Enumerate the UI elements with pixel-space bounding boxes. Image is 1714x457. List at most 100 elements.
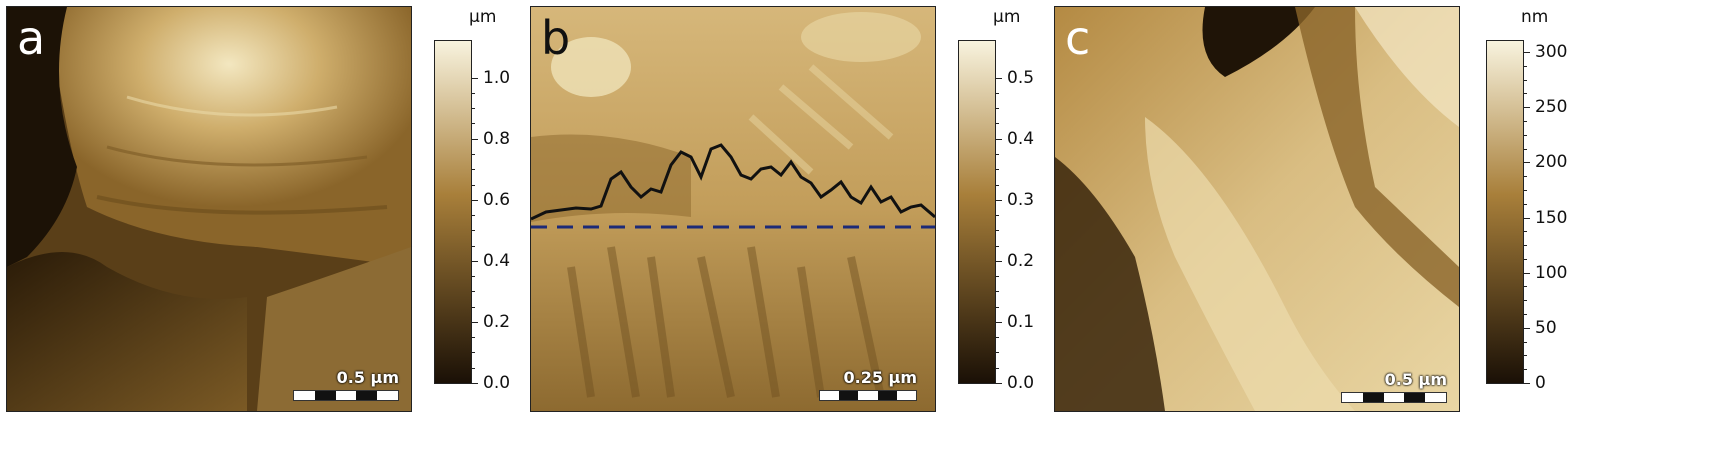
scale-bar-segments-c xyxy=(1341,392,1447,403)
scale-bar-label-c: 0.5 µm xyxy=(1384,370,1447,389)
colorbar-minor-tick-c xyxy=(1523,300,1527,302)
colorbar-tick-label-c: 150 xyxy=(1535,207,1568,228)
colorbar-minor-tick-c xyxy=(1523,314,1527,316)
colorbar-c: nm 0 50 100 150 200 250 300 xyxy=(1486,7,1567,393)
panel-letter-a: a xyxy=(17,11,46,65)
colorbar-unit-c: nm xyxy=(1521,7,1549,27)
colorbar-tick-label-c: 100 xyxy=(1535,262,1568,283)
colorbar-tick-label-a: 1.0 xyxy=(483,67,511,88)
colorbar-minor-tick-a xyxy=(471,92,475,94)
colorbar-minor-tick-a xyxy=(471,276,475,278)
colorbar-minor-tick-c xyxy=(1523,148,1527,150)
colorbar-tick-a xyxy=(471,260,478,262)
colorbar-tick-label-a: 0.8 xyxy=(483,128,511,149)
scale-bar-label-a: 0.5 µm xyxy=(336,368,399,387)
colorbar-tick-label-a: 0.0 xyxy=(483,373,511,393)
colorbar-tick-a xyxy=(471,138,478,140)
colorbar-minor-tick-c xyxy=(1523,245,1527,247)
colorbar-minor-tick-b xyxy=(995,306,999,308)
colorbar-tick-label-b: 0.4 xyxy=(1007,128,1035,149)
colorbar-minor-tick-b xyxy=(995,291,999,293)
colorbar-minor-tick-b xyxy=(995,215,999,217)
colorbar-tick-label-a: 0.4 xyxy=(483,250,511,271)
afm-image-a xyxy=(7,7,411,411)
colorbar-minor-tick-c xyxy=(1523,369,1527,371)
colorbar-minor-tick-a xyxy=(471,153,475,155)
colorbar-tick-label-b: 0.3 xyxy=(1007,189,1035,210)
colorbar-minor-tick-b xyxy=(995,169,999,171)
colorbar-tick-b xyxy=(995,321,1002,323)
colorbar-minor-tick-b xyxy=(995,276,999,278)
colorbar-minor-tick-a xyxy=(471,184,475,186)
colorbar-minor-tick-c xyxy=(1523,203,1527,205)
scale-bar-label-b: 0.25 µm xyxy=(843,368,918,387)
colorbar-minor-tick-b xyxy=(995,367,999,369)
colorbar-minor-tick-a xyxy=(471,169,475,171)
colorbar-minor-tick-a xyxy=(471,215,475,217)
colorbar-minor-tick-b xyxy=(995,153,999,155)
colorbar-tick-c xyxy=(1523,383,1530,384)
colorbar-tick-label-b: 0.1 xyxy=(1007,311,1035,332)
colorbar-tick-c xyxy=(1523,272,1530,274)
panel-letter-c: c xyxy=(1065,11,1091,65)
scale-bar-segments-b xyxy=(819,390,917,401)
colorbar-minor-tick-b xyxy=(995,184,999,186)
colorbar-minor-tick-b xyxy=(995,230,999,232)
colorbar-minor-tick-b xyxy=(995,352,999,354)
colorbar-minor-tick-a xyxy=(471,291,475,293)
colorbar-minor-tick-c xyxy=(1523,189,1527,191)
colorbar-tick-label-c: 200 xyxy=(1535,152,1568,173)
colorbar-tick-label-a: 0.6 xyxy=(483,189,511,210)
afm-panel-c: c 0.5 µm xyxy=(1054,6,1460,412)
colorbar-a: µm 0.0 0.2 0.4 0.6 0.8 1.0 xyxy=(434,7,510,393)
colorbar-minor-tick-b xyxy=(995,337,999,339)
colorbar-minor-tick-b xyxy=(995,123,999,125)
scale-bar-a: 0.5 µm xyxy=(293,361,399,401)
colorbar-minor-tick-b xyxy=(995,108,999,110)
scale-bar-c: 0.5 µm xyxy=(1341,363,1447,403)
colorbar-tick-label-b: 0.0 xyxy=(1007,373,1035,393)
colorbar-minor-tick-c xyxy=(1523,120,1527,122)
colorbar-tick-a xyxy=(471,199,478,201)
afm-panel-a: a 0.5 µm xyxy=(6,6,412,412)
colorbar-tick-label-c: 0 xyxy=(1535,373,1546,393)
colorbar-tick-label-c: 300 xyxy=(1535,42,1568,63)
colorbar-tick-a xyxy=(471,321,478,323)
colorbar-tick-label-c: 50 xyxy=(1535,317,1557,338)
height-profile-overlay xyxy=(531,143,935,229)
colorbar-tick-label-b: 0.2 xyxy=(1007,250,1035,271)
panel-letter-b: b xyxy=(541,11,571,65)
colorbar-minor-tick-b xyxy=(995,92,999,94)
colorbar-tick-b xyxy=(995,138,1002,140)
colorbar-minor-tick-a xyxy=(471,123,475,125)
colorbar-tick-c xyxy=(1523,52,1530,54)
colorbar-minor-tick-a xyxy=(471,245,475,247)
colorbar-tick-b xyxy=(995,199,1002,201)
colorbar-minor-tick-a xyxy=(471,230,475,232)
colorbar-tick-c xyxy=(1523,107,1530,109)
colorbar-tick-label-b: 0.5 xyxy=(1007,67,1035,88)
colorbar-minor-tick-c xyxy=(1523,134,1527,136)
afm-panel-b: b 0.25 µm xyxy=(530,6,936,412)
colorbar-tick-b xyxy=(995,77,1002,79)
colorbar-minor-tick-a xyxy=(471,352,475,354)
colorbar-b: µm 0.0 0.1 0.2 0.3 0.4 0.5 xyxy=(958,7,1034,393)
colorbar-tick-c xyxy=(1523,162,1530,164)
colorbar-unit-a: µm xyxy=(469,7,497,27)
height-profile-line xyxy=(531,143,935,221)
colorbar-minor-tick-c xyxy=(1523,286,1527,288)
colorbar-tick-a xyxy=(471,383,478,384)
colorbar-tick-b xyxy=(995,383,1002,384)
colorbar-tick-a xyxy=(471,77,478,79)
colorbar-tick-b xyxy=(995,260,1002,262)
colorbar-tick-c xyxy=(1523,327,1530,329)
afm-image-b xyxy=(531,7,935,411)
colorbar-minor-tick-c xyxy=(1523,231,1527,233)
colorbar-minor-tick-a xyxy=(471,108,475,110)
colorbar-minor-tick-a xyxy=(471,367,475,369)
colorbar-minor-tick-c xyxy=(1523,341,1527,343)
colorbar-minor-tick-c xyxy=(1523,93,1527,95)
scale-bar-b: 0.25 µm xyxy=(817,361,917,401)
colorbar-minor-tick-c xyxy=(1523,65,1527,67)
colorbar-minor-tick-c xyxy=(1523,355,1527,357)
